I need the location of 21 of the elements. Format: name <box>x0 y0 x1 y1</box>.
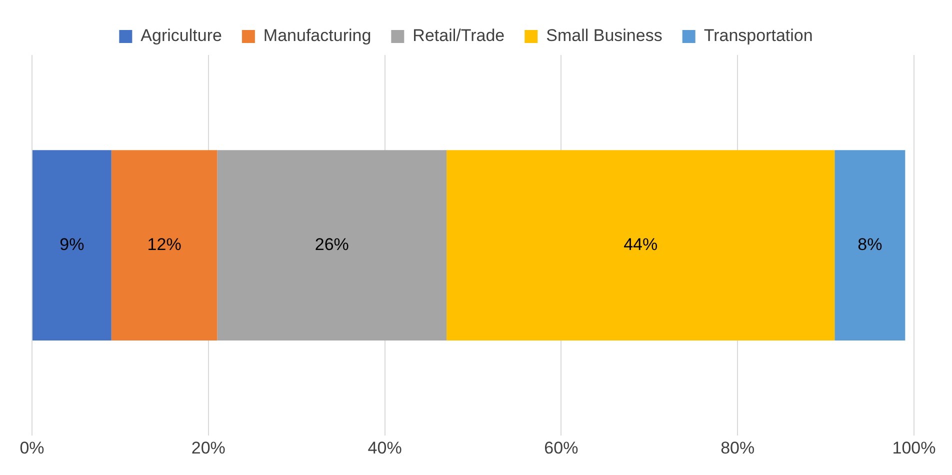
x-tick-label: 40% <box>368 438 402 458</box>
legend-label: Agriculture <box>140 26 222 46</box>
data-label: 26% <box>314 234 349 254</box>
bar <box>111 150 218 340</box>
legend-label: Retail/Trade <box>412 26 505 46</box>
data-label: 9% <box>60 234 84 254</box>
bar <box>446 150 835 340</box>
bar <box>32 150 112 340</box>
x-tick-label: 80% <box>720 438 755 458</box>
x-tick-label: 100% <box>892 438 936 458</box>
x-tick-label: 60% <box>544 438 578 458</box>
x-tick-label: 0% <box>20 438 44 458</box>
data-label: 8% <box>858 234 882 254</box>
data-label: 12% <box>147 234 182 254</box>
x-tick-label: 20% <box>191 438 226 458</box>
bar <box>217 150 447 340</box>
legend-label: Small Business <box>546 26 662 46</box>
legend-label: Manufacturing <box>263 26 372 46</box>
data-label: 44% <box>624 234 658 254</box>
bar <box>834 150 906 340</box>
legend-label: Transportation <box>704 26 813 46</box>
